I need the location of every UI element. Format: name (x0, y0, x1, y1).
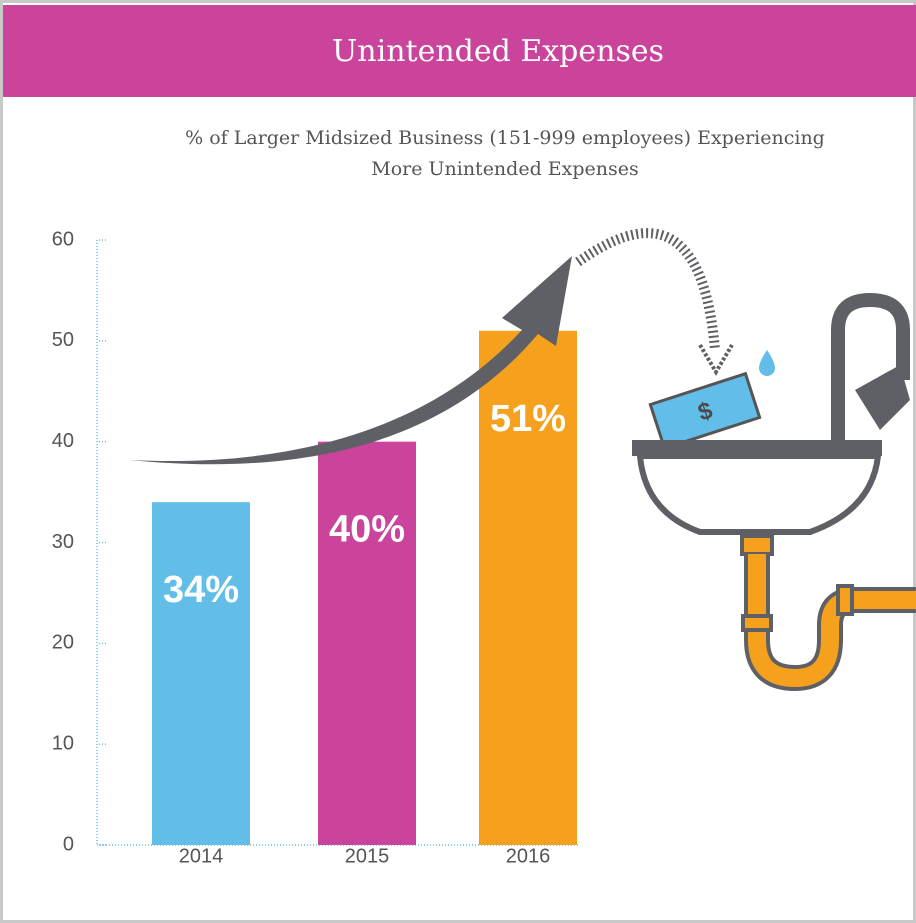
y-tick-label: 30 (52, 531, 74, 553)
chart-title: Unintended Expenses (332, 34, 664, 69)
y-tick-label: 0 (63, 833, 74, 855)
y-tick-label: 20 (52, 632, 74, 654)
x-tick-label: 2014 (179, 845, 224, 867)
y-tick-label: 50 (52, 329, 74, 351)
value-label: 40% (329, 509, 405, 551)
bar (479, 330, 577, 845)
x-tick-label: 2016 (506, 845, 551, 867)
value-label: 34% (163, 569, 239, 611)
bar (318, 441, 416, 845)
subtitle: More Unintended Expenses (371, 158, 639, 180)
value-label: 51% (490, 398, 566, 440)
header-band (3, 5, 916, 97)
subtitle: % of Larger Midsized Business (151-999 e… (185, 127, 825, 149)
sink-illustration: $ (632, 292, 916, 692)
y-tick-label: 60 (52, 228, 74, 250)
y-tick-label: 40 (52, 430, 74, 452)
y-tick-label: 10 (52, 732, 74, 754)
dashed-arrow-head (698, 343, 734, 376)
x-tick-label: 2015 (345, 845, 390, 867)
bar (152, 502, 250, 845)
